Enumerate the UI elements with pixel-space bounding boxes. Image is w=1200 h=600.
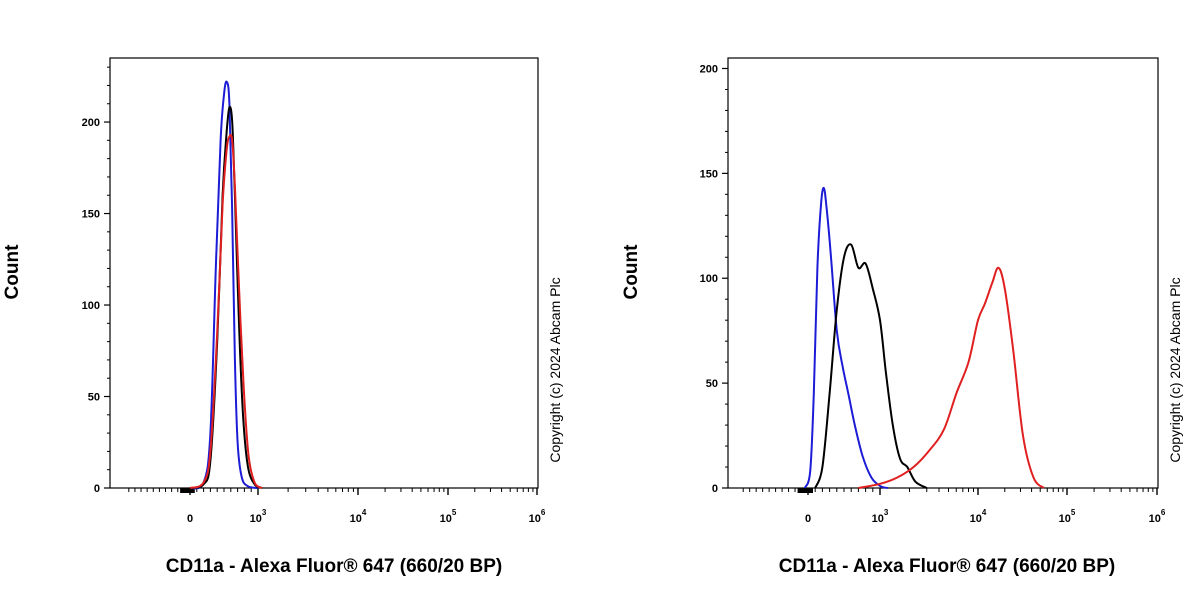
y-tick-label: 200 xyxy=(82,117,100,129)
histogram-curve-black xyxy=(814,243,928,489)
x-tick-label: 106 xyxy=(529,508,546,525)
y-axis-label: Count xyxy=(621,244,642,300)
histogram-curve-blue xyxy=(189,80,259,490)
y-tick-label: 100 xyxy=(700,273,718,285)
x-tick-label: 104 xyxy=(970,508,987,525)
y-tick-label: 50 xyxy=(88,392,100,404)
copyright-annotation: Copyright (c) 2024 Abcam Plc xyxy=(1167,277,1183,462)
x-axis-label: CD11a - Alexa Fluor® 647 (660/20 BP) xyxy=(779,556,1115,577)
copyright-annotation: Copyright (c) 2024 Abcam Plc xyxy=(547,277,563,462)
histogram-panel-right: 0 50 100 150 200 0 103 104 105 106 Count CD11a - Al… xyxy=(621,57,1183,577)
plot-frame xyxy=(727,57,1159,489)
x-tick-label: 103 xyxy=(872,508,889,525)
histogram-panel-left: 0 50 100 150 200 0 103 104 105 106 Count CD11a - Al… xyxy=(2,57,563,577)
y-tick-label: 0 xyxy=(94,483,100,495)
histogram-curve-blue xyxy=(803,186,889,489)
y-tick-label: 150 xyxy=(700,168,718,180)
x-tick-label: 103 xyxy=(250,508,267,525)
x-tick-label: 0 xyxy=(805,513,811,525)
y-tick-label: 0 xyxy=(712,483,718,495)
x-tick-label: 106 xyxy=(1149,508,1166,525)
y-tick-label: 150 xyxy=(82,209,100,221)
histogram-curve-red xyxy=(858,266,1045,489)
x-axis-label: CD11a - Alexa Fluor® 647 (660/20 BP) xyxy=(166,556,502,577)
x-tick-label: 104 xyxy=(350,508,367,525)
histogram-curve-red xyxy=(189,133,263,489)
y-axis-label: Count xyxy=(2,244,23,300)
x-tick-label: 105 xyxy=(440,508,457,525)
y-tick-label: 200 xyxy=(700,63,718,75)
x-tick-label: 105 xyxy=(1059,508,1076,525)
plot-frame xyxy=(109,57,539,489)
y-tick-label: 50 xyxy=(706,378,718,390)
x-tick-label: 0 xyxy=(187,513,193,525)
y-tick-label: 100 xyxy=(82,300,100,312)
